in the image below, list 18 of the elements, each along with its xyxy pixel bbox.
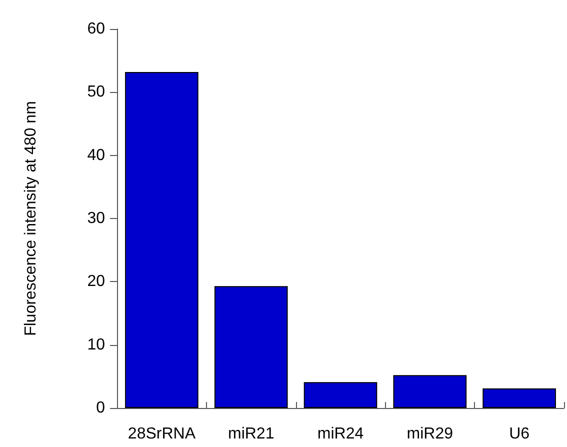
y-tick-label: 40 [87, 146, 106, 164]
x-tick-label: miR24 [317, 426, 364, 442]
bar [214, 286, 288, 408]
bar [482, 388, 556, 408]
y-tick-label: 60 [87, 20, 106, 38]
x-tick-label: miR29 [406, 426, 454, 442]
y-tick-label: 20 [87, 273, 106, 290]
bar [393, 375, 467, 408]
x-tick-label: U6 [509, 426, 530, 442]
bar [125, 72, 198, 408]
y-axis-title: Fluorescence intensity at 480 nm [22, 101, 40, 336]
y-tick-label: 50 [87, 84, 106, 101]
y-tick-label: 0 [96, 400, 106, 416]
bar [304, 382, 378, 408]
x-tick-label: 28SrRNA [128, 426, 196, 442]
y-tick-label: 30 [87, 210, 106, 227]
x-tick-label: miR21 [228, 426, 274, 442]
y-tick-label: 10 [87, 336, 106, 354]
